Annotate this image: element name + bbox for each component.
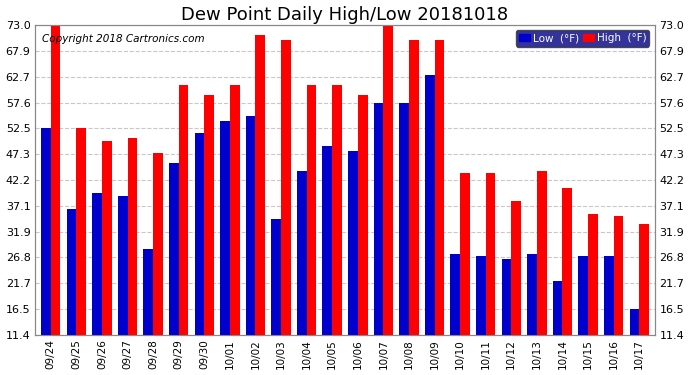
Bar bbox=[271, 219, 281, 335]
Bar bbox=[92, 194, 102, 335]
Bar bbox=[537, 171, 546, 335]
Bar bbox=[153, 153, 163, 335]
Bar bbox=[348, 151, 358, 335]
Bar bbox=[384, 20, 393, 335]
Bar bbox=[118, 196, 128, 335]
Bar bbox=[306, 86, 316, 335]
Bar bbox=[220, 121, 230, 335]
Bar bbox=[604, 256, 613, 335]
Bar bbox=[102, 141, 112, 335]
Bar bbox=[77, 128, 86, 335]
Bar bbox=[128, 138, 137, 335]
Bar bbox=[67, 209, 77, 335]
Bar bbox=[425, 75, 435, 335]
Text: Copyright 2018 Cartronics.com: Copyright 2018 Cartronics.com bbox=[41, 34, 204, 44]
Bar bbox=[169, 164, 179, 335]
Bar bbox=[629, 309, 639, 335]
Bar bbox=[476, 256, 486, 335]
Bar bbox=[246, 116, 255, 335]
Bar bbox=[297, 171, 306, 335]
Bar bbox=[179, 86, 188, 335]
Bar bbox=[204, 96, 214, 335]
Bar bbox=[230, 86, 239, 335]
Bar bbox=[639, 224, 649, 335]
Bar bbox=[553, 281, 562, 335]
Bar bbox=[144, 249, 153, 335]
Bar bbox=[588, 214, 598, 335]
Bar bbox=[409, 40, 419, 335]
Bar bbox=[451, 254, 460, 335]
Bar bbox=[332, 86, 342, 335]
Bar bbox=[435, 40, 444, 335]
Bar bbox=[562, 189, 572, 335]
Bar bbox=[281, 40, 290, 335]
Bar bbox=[51, 25, 61, 335]
Bar bbox=[41, 128, 51, 335]
Bar bbox=[195, 133, 204, 335]
Bar bbox=[613, 216, 623, 335]
Legend: Low  (°F), High  (°F): Low (°F), High (°F) bbox=[516, 30, 649, 46]
Title: Dew Point Daily High/Low 20181018: Dew Point Daily High/Low 20181018 bbox=[181, 6, 509, 24]
Bar bbox=[578, 256, 588, 335]
Bar bbox=[400, 103, 409, 335]
Bar bbox=[374, 103, 384, 335]
Bar bbox=[527, 254, 537, 335]
Bar bbox=[358, 96, 368, 335]
Bar bbox=[322, 146, 332, 335]
Bar bbox=[511, 201, 521, 335]
Bar bbox=[502, 259, 511, 335]
Bar bbox=[460, 173, 470, 335]
Bar bbox=[255, 35, 265, 335]
Bar bbox=[486, 173, 495, 335]
